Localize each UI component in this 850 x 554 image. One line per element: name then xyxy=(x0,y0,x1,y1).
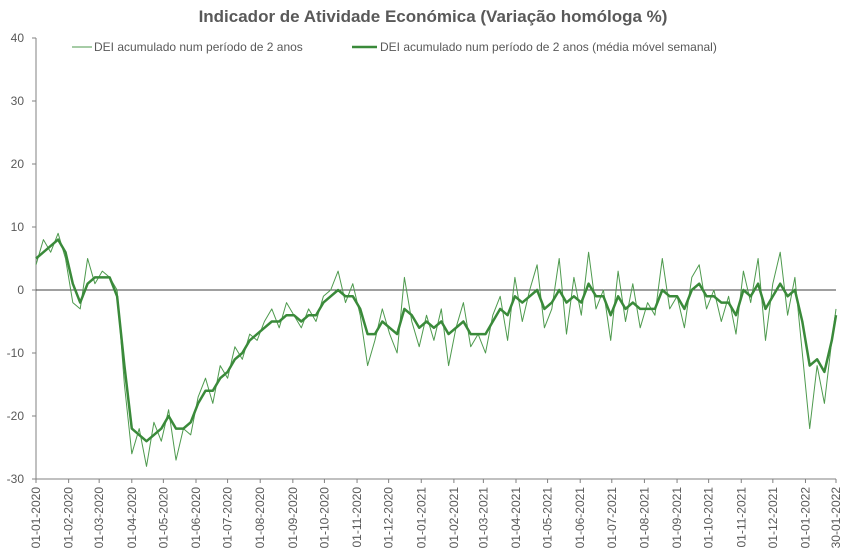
x-tick-label: 30-01-2022 xyxy=(829,487,843,549)
x-tick-label: 01-07-2021 xyxy=(605,487,619,549)
chart-title: Indicador de Atividade Económica (Variaç… xyxy=(199,7,668,26)
x-tick-label: 01-01-2020 xyxy=(29,487,43,549)
x-tick-label: 01-02-2020 xyxy=(62,487,76,549)
x-tick-label: 01-12-2021 xyxy=(766,487,780,549)
x-tick-label: 01-09-2021 xyxy=(670,487,684,549)
x-tick-label: 01-06-2021 xyxy=(573,487,587,549)
y-tick-label: -20 xyxy=(7,409,25,423)
x-tick-label: 01-03-2020 xyxy=(92,487,106,549)
series-line-moving-average xyxy=(35,238,838,443)
x-tick-label: 01-11-2020 xyxy=(350,487,364,548)
series-line-daily xyxy=(35,232,837,467)
legend-label-series-1: DEI acumulado num período de 2 anos xyxy=(94,40,303,54)
x-tick-label: 01-06-2020 xyxy=(189,487,203,549)
series-lines xyxy=(35,232,838,467)
x-tick-label: 01-05-2021 xyxy=(541,487,555,549)
y-axis-ticks: 40 30 20 10 0 -10 -20 -30 xyxy=(7,31,36,486)
legend: DEI acumulado num período de 2 anos DEI … xyxy=(72,40,717,54)
y-tick-label: 40 xyxy=(11,31,25,45)
x-tick-label: 01-12-2020 xyxy=(382,487,396,549)
x-tick-label: 01-02-2021 xyxy=(447,487,461,549)
x-tick-label: 01-11-2021 xyxy=(734,487,748,548)
x-tick-label: 01-05-2020 xyxy=(156,487,170,549)
y-tick-label: 30 xyxy=(11,94,25,108)
axes xyxy=(35,38,836,480)
x-tick-label: 01-01-2022 xyxy=(798,487,812,549)
y-tick-label: -30 xyxy=(7,472,25,486)
x-tick-label: 01-08-2020 xyxy=(253,487,267,549)
y-tick-label: 10 xyxy=(11,220,25,234)
x-axis-ticks: 01-01-2020 01-02-2020 01-03-2020 01-04-2020… xyxy=(29,479,843,548)
y-tick-label: 0 xyxy=(17,283,24,297)
x-tick-label: 01-03-2021 xyxy=(476,487,490,549)
x-tick-label: 01-10-2020 xyxy=(317,487,331,549)
legend-label-series-2: DEI acumulado num período de 2 anos (méd… xyxy=(380,40,717,54)
x-tick-label: 01-04-2020 xyxy=(125,487,139,549)
x-tick-label: 01-09-2020 xyxy=(286,487,300,549)
x-tick-label: 01-10-2021 xyxy=(702,487,716,549)
x-tick-label: 01-04-2021 xyxy=(509,487,523,549)
x-tick-label: 01-08-2021 xyxy=(637,487,651,549)
y-tick-label: 20 xyxy=(11,157,25,171)
x-tick-label: 01-01-2021 xyxy=(414,487,428,549)
y-tick-label: -10 xyxy=(7,346,25,360)
x-tick-label: 01-07-2020 xyxy=(221,487,235,549)
